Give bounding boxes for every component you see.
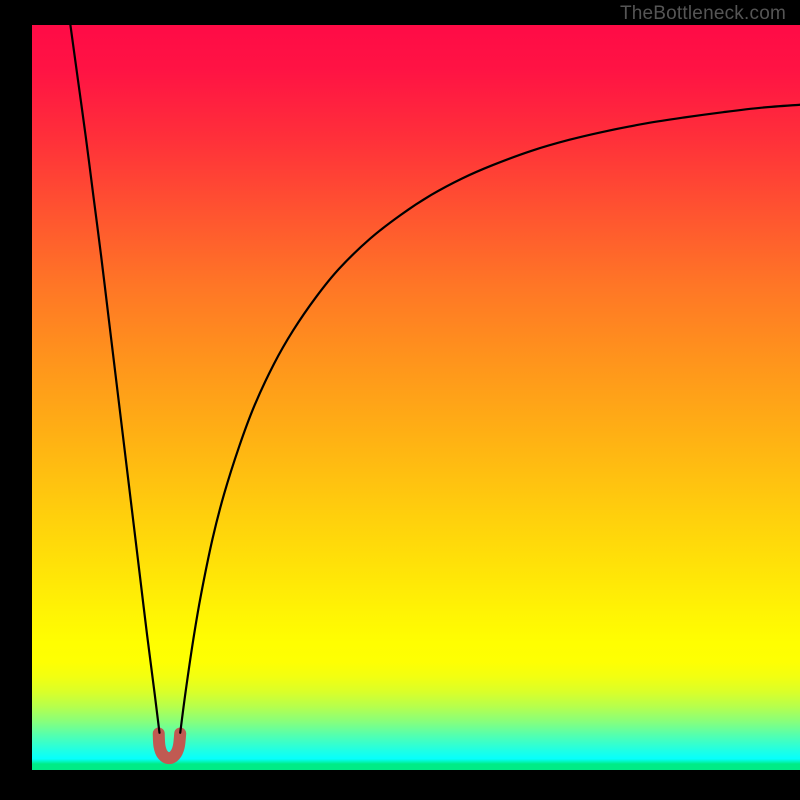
curve-right-branch (180, 105, 800, 733)
plot-area (32, 25, 800, 770)
curves-layer (32, 25, 800, 770)
watermark-text: TheBottleneck.com (620, 3, 786, 25)
stage: { "watermark": { "text": "TheBottleneck.… (0, 0, 800, 800)
curve-left-branch (70, 25, 159, 733)
optimum-marker (159, 733, 181, 758)
chart-frame (0, 25, 800, 800)
